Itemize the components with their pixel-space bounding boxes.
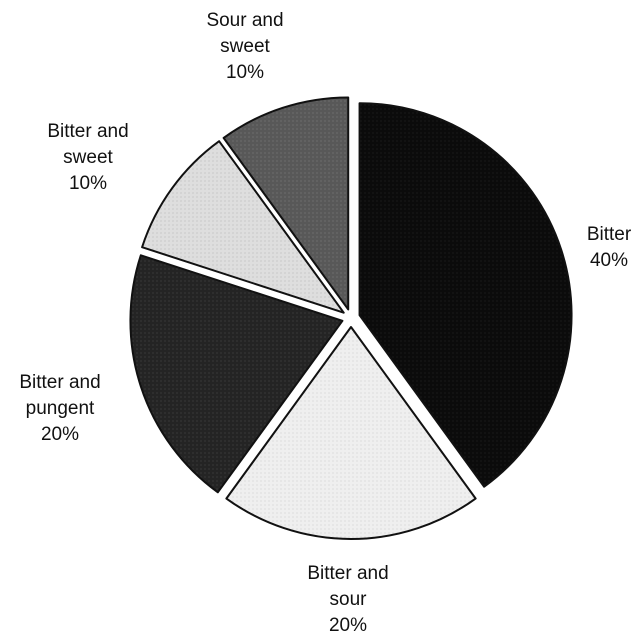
slice-label: Bitter and pungent 20%	[19, 372, 100, 445]
slice-label: Bitter 40%	[587, 224, 632, 271]
slice-label-line: 10%	[226, 62, 264, 83]
pie-slice	[225, 326, 477, 540]
pie-slices	[129, 96, 573, 540]
slice-label-line: 20%	[41, 424, 79, 445]
pie-slice	[358, 102, 573, 488]
slice-label-line: Bitter	[587, 224, 632, 245]
slice-label-line: sour	[330, 589, 368, 610]
pie-slice	[129, 254, 344, 494]
slice-label-line: Sour and	[206, 10, 283, 31]
slice-label-line: 10%	[69, 173, 107, 194]
slice-label: Bitter and sweet 10%	[47, 121, 128, 194]
slice-label-line: Bitter and	[307, 563, 388, 584]
slice-label: Bitter and sour 20%	[307, 563, 388, 636]
slice-label-line: sweet	[220, 36, 270, 57]
slice-label-line: Bitter and	[47, 121, 128, 142]
pie-slice	[222, 96, 350, 311]
slice-label-line: 20%	[329, 615, 367, 636]
slice-label-line: 40%	[590, 250, 628, 271]
slice-label-line: pungent	[26, 398, 95, 419]
slice-label-line: Bitter and	[19, 372, 100, 393]
slice-label: Sour and sweet 10%	[206, 10, 283, 83]
slice-label-line: sweet	[63, 147, 113, 168]
pie-slice	[141, 140, 345, 314]
pie-labels: Bitter 40% Bitter and sour 20% Bitter and pung…	[19, 10, 632, 636]
